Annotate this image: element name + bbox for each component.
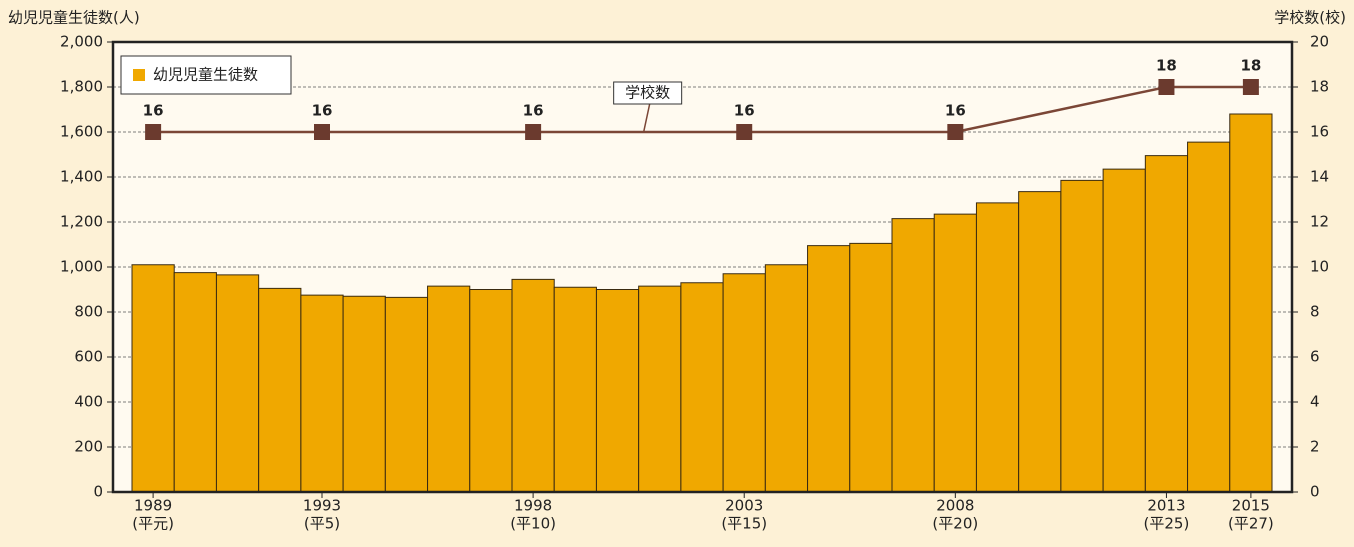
marker — [145, 124, 162, 140]
y2-tick-label: 14 — [1310, 168, 1329, 186]
data-label: 16 — [143, 102, 164, 120]
bar — [1144, 155, 1189, 493]
data-label: 16 — [523, 102, 544, 120]
marker — [1158, 79, 1175, 95]
x-tick-sublabel: (平25) — [1144, 515, 1190, 533]
marker — [314, 124, 330, 140]
x-tick-label: 1993 — [303, 497, 341, 515]
bar — [722, 273, 766, 493]
bar — [933, 213, 977, 493]
bar — [891, 218, 935, 493]
bar — [258, 287, 302, 493]
bar — [638, 285, 682, 493]
x-tick-sublabel: (平元) — [132, 515, 174, 533]
data-label: 16 — [945, 102, 966, 120]
marker — [525, 124, 542, 140]
data-label: 18 — [1156, 57, 1177, 75]
bar — [1060, 179, 1104, 493]
y-tick-label: 400 — [74, 393, 103, 411]
bar — [384, 296, 429, 493]
legend-box — [120, 55, 292, 95]
x-tick-label: 1989 — [134, 497, 172, 515]
x-tick-label: 2013 — [1147, 497, 1185, 515]
legend-label: 幼児児童生徒数 — [153, 66, 258, 84]
bar — [680, 282, 724, 493]
x-tick-label: 1998 — [514, 497, 552, 515]
y2-tick-label: 20 — [1310, 33, 1329, 51]
y-tick-label: 800 — [74, 303, 103, 321]
callout-line — [642, 103, 651, 133]
bar — [975, 202, 1020, 493]
marker — [947, 124, 964, 140]
bar — [1229, 113, 1273, 493]
y-tick-label: 600 — [74, 348, 103, 366]
y2-tick-label: 2 — [1310, 438, 1320, 456]
plot-frame — [111, 40, 1294, 494]
y-tick-label: 2,000 — [60, 33, 103, 51]
x-tick-sublabel: (平5) — [304, 515, 340, 533]
bar — [553, 286, 597, 493]
y2-tick-label: 12 — [1310, 213, 1329, 231]
y2-tick-label: 18 — [1310, 78, 1329, 96]
y2-tick-label: 6 — [1310, 348, 1320, 366]
y2-axis-title: 学校数(校) — [1274, 9, 1346, 27]
bar — [173, 272, 217, 493]
x-tick-label: 2008 — [936, 497, 974, 515]
data-label: 16 — [734, 102, 755, 120]
y2-tick-label: 10 — [1310, 258, 1329, 276]
marker — [1242, 79, 1259, 95]
x-tick-sublabel: (平10) — [510, 515, 556, 533]
bar — [511, 278, 555, 493]
bar — [300, 294, 344, 493]
y2-tick-label: 16 — [1310, 123, 1329, 141]
bar — [807, 245, 851, 493]
bar — [1102, 168, 1146, 493]
bar — [427, 285, 471, 493]
legend-swatch — [133, 69, 145, 81]
y-tick-label: 200 — [74, 438, 103, 456]
y-axis-title: 幼児児童生徒数(人) — [8, 9, 140, 27]
data-label: 18 — [1240, 57, 1261, 75]
bar — [215, 274, 260, 493]
bar — [764, 264, 809, 493]
bar — [595, 289, 640, 493]
y-tick-label: 1,800 — [60, 78, 103, 96]
bar — [1018, 191, 1062, 493]
marker — [736, 124, 753, 140]
callout-box — [613, 81, 683, 105]
y-tick-label: 0 — [93, 483, 103, 501]
y2-tick-label: 4 — [1310, 393, 1320, 411]
y2-tick-label: 8 — [1310, 303, 1320, 321]
x-tick-sublabel: (平27) — [1228, 515, 1274, 533]
bar — [1187, 141, 1231, 493]
x-tick-label: 2015 — [1232, 497, 1270, 515]
y-tick-label: 1,000 — [60, 258, 103, 276]
bar — [131, 264, 175, 493]
data-label: 16 — [312, 102, 333, 120]
x-tick-sublabel: (平15) — [721, 515, 767, 533]
callout-label: 学校数 — [625, 84, 670, 102]
bar — [342, 295, 386, 493]
y-tick-label: 1,200 — [60, 213, 103, 231]
x-tick-label: 2003 — [725, 497, 763, 515]
bar — [469, 289, 513, 493]
y-tick-label: 1,400 — [60, 168, 103, 186]
bar — [849, 242, 893, 493]
x-tick-sublabel: (平20) — [932, 515, 978, 533]
y2-tick-label: 0 — [1310, 483, 1320, 501]
y-tick-label: 1,600 — [60, 123, 103, 141]
